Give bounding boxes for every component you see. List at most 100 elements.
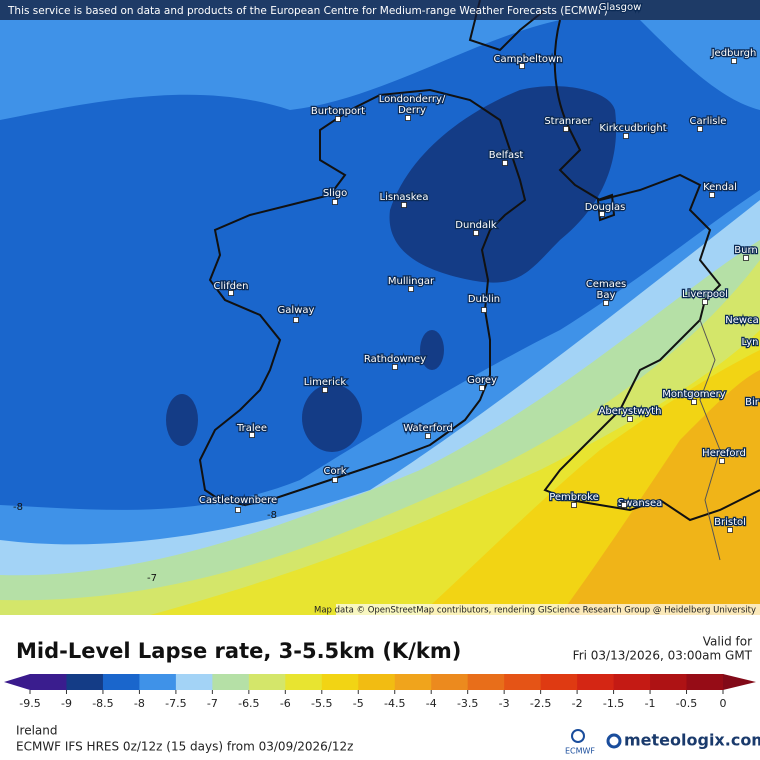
- city-label: Montgomery: [662, 389, 725, 400]
- city-label: Lyn: [742, 337, 759, 348]
- colorbar-segment: [540, 674, 578, 690]
- colorbar-segment: [686, 674, 724, 690]
- city-label: Londonderry/: [379, 94, 446, 105]
- city-label: Limerick: [304, 377, 347, 388]
- colorbar-label: -4.5: [384, 697, 405, 710]
- colorbar-label: -1: [645, 697, 656, 710]
- city-label: Pembroke: [549, 492, 599, 503]
- city-marker: [697, 126, 703, 132]
- title: Mid-Level Lapse rate, 3-5.5km (K/km): [16, 639, 461, 663]
- city-marker: [425, 433, 431, 439]
- colorbar-segment: [212, 674, 250, 690]
- coastline: [468, 0, 760, 522]
- city-marker: [743, 255, 749, 261]
- colorbar-segment: [577, 674, 615, 690]
- city-label: Bristol: [714, 517, 746, 528]
- city-marker: [731, 58, 737, 64]
- city-label: Liverpool: [682, 289, 728, 300]
- field-band: [302, 384, 362, 452]
- colorbar-label: -1.5: [603, 697, 624, 710]
- city-marker: [322, 387, 328, 393]
- city-marker: [392, 364, 398, 370]
- city-marker: [709, 192, 715, 198]
- colorbar: -9.5 -9 -8.5 -8 -7.5 -7 -6.5 -6 -5.5 -5 -4.5 -4 -3.5…: [4, 674, 756, 710]
- contour-label: -8: [13, 502, 23, 513]
- colorbar-segment: [650, 674, 688, 690]
- ecmwf-logo: ECMWF: [565, 747, 595, 756]
- colorbar-label: -5: [353, 697, 364, 710]
- valid-label: Valid for: [703, 635, 752, 649]
- field-band: [389, 86, 617, 283]
- city-marker: [479, 385, 485, 391]
- city-label: Stranraer: [544, 116, 592, 127]
- colorbar-label: -6: [280, 697, 291, 710]
- contour-label: -7: [147, 573, 157, 584]
- city-marker: [405, 115, 411, 121]
- colorbar-segment: [30, 674, 67, 690]
- attribution-bg: [336, 604, 760, 616]
- colorbar-segment: [175, 674, 213, 690]
- colorbar-label: -2.5: [530, 697, 551, 710]
- field-band: [420, 330, 444, 370]
- city-label: Waterford: [403, 423, 452, 434]
- city-marker: [519, 63, 525, 69]
- border: [699, 319, 721, 561]
- colorbar-label: -7.5: [165, 697, 186, 710]
- city-label: Cork: [323, 466, 346, 477]
- city-label: Hereford: [702, 448, 746, 459]
- city-label: Sligo: [323, 188, 347, 199]
- city-marker: [481, 307, 487, 313]
- colorbar-label: -7: [207, 697, 218, 710]
- city-label: Dundalk: [455, 220, 497, 231]
- city-label: Douglas: [585, 202, 626, 213]
- city-marker: [502, 160, 508, 166]
- city-label: Bay: [597, 290, 616, 301]
- colorbar-end: [723, 674, 756, 690]
- city-label: Burtonport: [311, 106, 365, 117]
- city-label: Jedburgh: [711, 48, 757, 59]
- city-label: Mullingar: [388, 276, 435, 287]
- city-label: Aberystwyth: [599, 406, 662, 417]
- city-label: Kendal: [703, 182, 737, 193]
- meteologix-icon: [606, 733, 622, 749]
- city-marker: [249, 432, 255, 438]
- city-label: Lisnaskea: [380, 192, 429, 203]
- city-label: Rathdowney: [364, 354, 426, 365]
- colorbar-label: -3: [499, 697, 510, 710]
- city-label: Glasgow: [599, 2, 642, 13]
- colorbar-label: 0: [720, 697, 727, 710]
- city-marker: [599, 211, 605, 217]
- city-marker: [235, 507, 241, 513]
- colorbar-label: -8: [134, 697, 145, 710]
- city-label: Tralee: [236, 423, 267, 434]
- colorbar-segment: [66, 674, 104, 690]
- city-label: Galway: [278, 305, 315, 316]
- city-label: Derry: [398, 105, 426, 116]
- colorbar-segment: [504, 674, 542, 690]
- city-label: Swansea: [618, 498, 662, 509]
- colorbar-label: -5.5: [311, 697, 332, 710]
- field-band: [166, 394, 198, 446]
- city-label: Newca: [725, 315, 758, 326]
- colorbar-segment: [139, 674, 177, 690]
- model-run: ECMWF IFS HRES 0z/12z (15 days) from 03/…: [16, 740, 353, 754]
- valid-time: Fri 03/13/2026, 03:00am GMT: [573, 649, 753, 663]
- colorbar-end: [4, 674, 30, 690]
- city-marker: [571, 502, 577, 508]
- colorbar-label: -8.5: [92, 697, 113, 710]
- city-label: Gorey: [467, 375, 497, 386]
- colorbar-segment: [431, 674, 469, 690]
- city-marker: [627, 416, 633, 422]
- attribution: Map data © OpenStreetMap contributors, r…: [314, 606, 756, 616]
- city-marker: [702, 299, 708, 305]
- ecmwf-icon: [571, 729, 585, 743]
- city-label: Campbeltown: [493, 54, 562, 65]
- city-label: Dublin: [468, 294, 500, 305]
- city-marker: [228, 290, 234, 296]
- colorbar-segment: [102, 674, 140, 690]
- colorbar-label: -9: [61, 697, 72, 710]
- city-label: Kirkcudbright: [599, 123, 666, 134]
- city-marker: [293, 317, 299, 323]
- colorbar-segment: [613, 674, 651, 690]
- colorbar-label: -4: [426, 697, 437, 710]
